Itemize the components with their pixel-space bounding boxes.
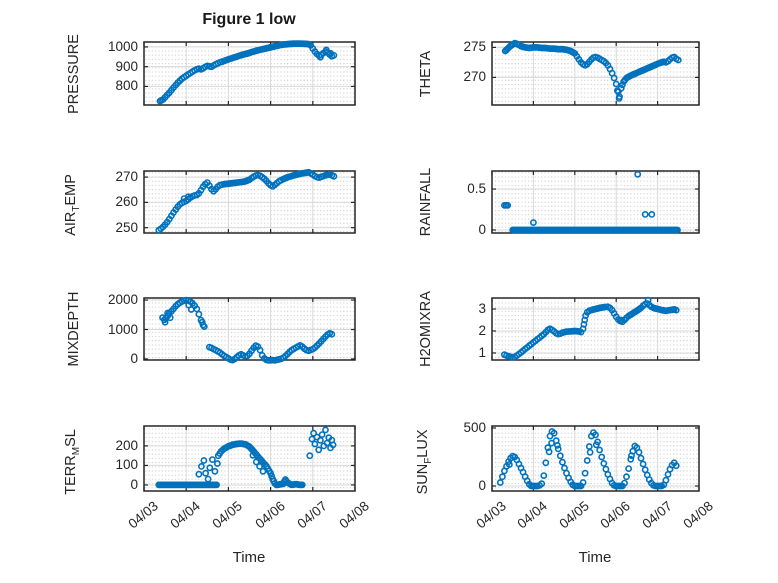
- y-axis-label-terr_msl: TERRMSL: [62, 331, 86, 583]
- data-markers: [501, 39, 682, 102]
- data-markers: [159, 296, 336, 364]
- subplot-terr_msl: [143, 425, 356, 492]
- subplot-sun_flux: [491, 425, 700, 492]
- y-tick-label: 1000: [107, 38, 138, 54]
- y-tick-label: 800: [115, 78, 138, 94]
- y-axis-label-text: SL: [63, 428, 80, 447]
- y-tick-label: 0: [478, 478, 486, 493]
- subplot-h2omixra: [491, 296, 700, 361]
- y-tick-label: 1: [478, 344, 486, 360]
- y-axis-label-sun_flux: SUNFLUX: [414, 331, 438, 583]
- data-markers: [155, 426, 337, 489]
- y-tick-label: 250: [115, 219, 138, 235]
- data-markers: [500, 170, 681, 234]
- y-tick-label: 2: [478, 322, 486, 338]
- subplot-rainfall: [491, 170, 700, 234]
- data-markers: [155, 168, 338, 234]
- x-axis-label-left: Time: [232, 549, 266, 566]
- data-markers: [500, 296, 680, 361]
- data-markers: [156, 40, 338, 105]
- x-axis-label-right: Time: [578, 549, 612, 566]
- y-axis-label-text: SUN: [415, 463, 432, 494]
- subplot-air_temp: [143, 168, 356, 234]
- y-tick-label: 2000: [107, 292, 138, 308]
- subplot-pressure: [143, 40, 356, 106]
- y-axis-label-text: LUX: [415, 428, 432, 458]
- y-tick-label: 900: [115, 58, 138, 74]
- y-axis-label-text: TERR: [63, 454, 80, 495]
- y-tick-label: 0: [130, 476, 138, 492]
- y-tick-label: 100: [115, 457, 138, 473]
- y-tick-label: 270: [115, 169, 138, 185]
- y-tick-label: 3: [478, 300, 486, 316]
- y-tick-label: 1000: [107, 321, 138, 337]
- y-tick-label: 0: [478, 221, 486, 237]
- y-axis-label-subscript: M: [70, 446, 82, 455]
- y-tick-label: 0: [130, 350, 138, 366]
- subplot-theta: [491, 39, 700, 106]
- y-tick-label: 260: [115, 194, 138, 210]
- y-tick-label: 270: [463, 69, 486, 85]
- y-tick-label: 200: [115, 437, 138, 453]
- y-tick-label: 500: [463, 419, 486, 435]
- y-axis-label-subscript: F: [422, 457, 434, 464]
- y-tick-label: 0.5: [467, 181, 486, 197]
- data-markers: [496, 428, 680, 490]
- subplot-mixdepth: [143, 296, 356, 364]
- figure-title: Figure 1 low: [202, 11, 296, 28]
- y-tick-label: 275: [463, 39, 486, 55]
